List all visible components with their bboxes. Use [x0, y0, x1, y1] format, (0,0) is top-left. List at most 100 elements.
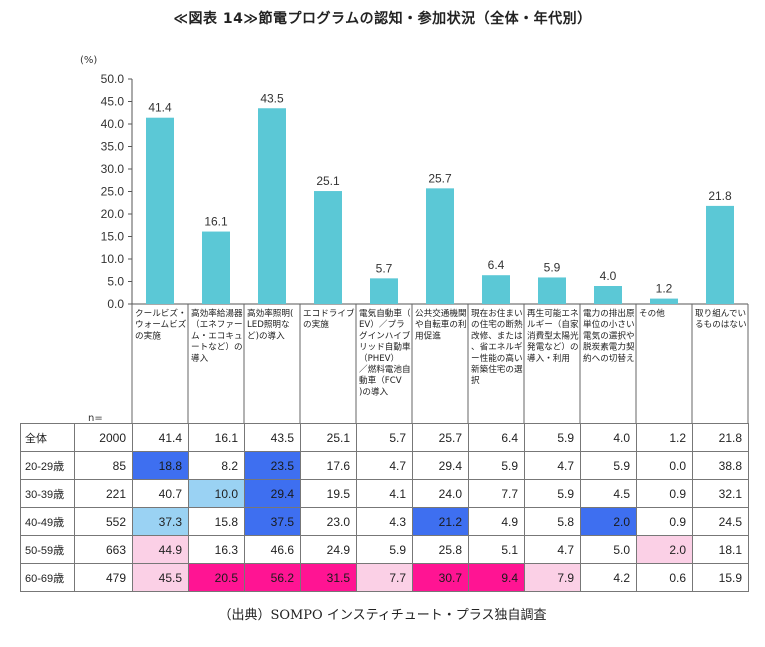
- y-tick-label: 15.0: [101, 230, 125, 244]
- table-cell: 38.8: [692, 451, 749, 480]
- bar: [594, 286, 622, 304]
- y-tick-label: 10.0: [101, 252, 125, 266]
- table-cell: 5.9: [356, 535, 413, 564]
- y-tick-label: 40.0: [101, 117, 125, 131]
- y-axis-unit: (%): [80, 55, 97, 66]
- y-tick-label: 30.0: [101, 162, 125, 176]
- chart-title: ≪図表 14≫節電プログラムの認知・参加状況（全体・年代別）: [173, 11, 592, 27]
- table-cell: 5.9: [524, 479, 581, 508]
- table-cell: 43.5: [244, 423, 301, 452]
- bar: [146, 117, 174, 304]
- y-tick-label: 25.0: [101, 185, 125, 199]
- table-cell: 5.0: [580, 535, 637, 564]
- table-cell: 21.8: [692, 423, 749, 452]
- table-row: 40-49歳 552 37.3 15.8 37.5 23.0 4.3 21.2 4.9 5.8 2.…: [20, 507, 749, 536]
- y-tick-label: 5.0: [107, 275, 124, 289]
- bar: [202, 231, 230, 304]
- y-tick-label: 0.0: [107, 297, 124, 311]
- table-cell: 15.9: [692, 563, 749, 592]
- bar-value-label: 43.5: [260, 91, 284, 105]
- table-cell: 25.1: [300, 423, 357, 452]
- table-cell: 23.0: [300, 507, 357, 536]
- bar-value-label: 21.8: [708, 189, 732, 203]
- table-cell: 8.2: [188, 451, 245, 480]
- category-label: 電気自動車（ EV）／プラグインハイブリッド自動車（PHEV）／燃料電池自動車（F…: [359, 307, 411, 397]
- category-label: その他: [639, 307, 665, 319]
- table-cell: 5.7: [356, 423, 413, 452]
- table-cell: 4.0: [580, 423, 637, 452]
- table-cell: 5.9: [524, 423, 581, 452]
- bar-value-label: 4.0: [600, 269, 617, 283]
- table-cell: 46.6: [244, 535, 301, 564]
- bar: [258, 108, 286, 304]
- category-label: 再生可能エネルギー（自家消費型太陽光発電など）の導入・利用: [527, 307, 579, 364]
- bar-value-label: 5.9: [544, 260, 561, 274]
- row-n: 479: [74, 563, 133, 592]
- table-cell: 37.5: [244, 507, 301, 536]
- row-label: 20-29歳: [20, 451, 75, 480]
- table-cell: 18.8: [132, 451, 189, 480]
- table-cell: 25.8: [412, 535, 469, 564]
- table-cell: 5.9: [580, 451, 637, 480]
- table-cell: 1.2: [636, 423, 693, 452]
- table-cell: 5.9: [468, 451, 525, 480]
- row-n: 552: [74, 507, 133, 536]
- table-cell: 9.4: [468, 563, 525, 592]
- table-row: 60-69歳 479 45.5 20.5 56.2 31.5 7.7 30.7 9.4 7.9 4.…: [20, 563, 749, 592]
- row-n: 663: [74, 535, 133, 564]
- category-label: 現在お住まいの住宅の断熱改修、または、省エネルギー性能の高い新築住宅の選択: [471, 307, 523, 386]
- table-cell: 24.5: [692, 507, 749, 536]
- table-cell: 31.5: [300, 563, 357, 592]
- table-cell: 7.7: [356, 563, 413, 592]
- table-cell: 4.5: [580, 479, 637, 508]
- table-cell: 4.7: [356, 451, 413, 480]
- table-cell: 20.5: [188, 563, 245, 592]
- source-note: （出典）SOMPO インスティチュート・プラス独自調査: [218, 608, 547, 623]
- category-label: 電力の排出原単位の小さい電気の選択や脱炭素電力契約への切替え: [583, 307, 635, 364]
- table-cell: 4.3: [356, 507, 413, 536]
- table-cell: 29.4: [412, 451, 469, 480]
- y-tick-label: 50.0: [101, 72, 125, 86]
- bar-chart: (%) 0.0 5.0 10.0 15.0 20.0 25.0 30.0 35.0 40.0 45.…: [80, 55, 749, 423]
- bar-value-label: 5.7: [376, 261, 393, 275]
- table-cell: 4.2: [580, 563, 637, 592]
- table-cell: 7.7: [468, 479, 525, 508]
- row-label: 30-39歳: [20, 479, 75, 508]
- table-cell: 24.9: [300, 535, 357, 564]
- table-cell: 4.7: [524, 535, 581, 564]
- table-cell: 30.7: [412, 563, 469, 592]
- bar-value-label: 6.4: [488, 258, 505, 272]
- table-cell: 17.6: [300, 451, 357, 480]
- bar-value-label: 25.1: [316, 174, 340, 188]
- y-tick-label: 45.0: [101, 95, 125, 109]
- table-cell: 2.0: [580, 507, 637, 536]
- table-row: 20-29歳 85 18.8 8.2 23.5 17.6 4.7 29.4 5.9 4.7 5.9 0…: [20, 451, 749, 480]
- table-cell: 18.1: [692, 535, 749, 564]
- table-cell: 4.1: [356, 479, 413, 508]
- table-cell: 16.3: [188, 535, 245, 564]
- bar: [314, 191, 342, 304]
- row-n: 221: [74, 479, 133, 508]
- table-cell: 0.6: [636, 563, 693, 592]
- bar-value-label: 1.2: [656, 282, 673, 296]
- table-cell: 23.5: [244, 451, 301, 480]
- table-cell: 7.9: [524, 563, 581, 592]
- data-table: 全体 2000 41.4 16.1 43.5 25.1 5.7 25.7 6.4 5.9 4.0 1.…: [20, 423, 749, 592]
- row-label: 全体: [20, 423, 75, 452]
- row-label: 60-69歳: [20, 563, 75, 592]
- table-cell: 37.3: [132, 507, 189, 536]
- table-cell: 19.5: [300, 479, 357, 508]
- y-tick-label: 20.0: [101, 207, 125, 221]
- table-row: 全体 2000 41.4 16.1 43.5 25.1 5.7 25.7 6.4 5.9 4.0 1.…: [20, 423, 749, 452]
- row-label: 40-49歳: [20, 507, 75, 536]
- table-cell: 32.1: [692, 479, 749, 508]
- table-cell: 4.7: [524, 451, 581, 480]
- table-row: 30-39歳 221 40.7 10.0 29.4 19.5 4.1 24.0 7.7 5.9 4.…: [20, 479, 749, 508]
- bar: [650, 298, 678, 304]
- bar: [426, 188, 454, 304]
- table-cell: 10.0: [188, 479, 245, 508]
- category-label: エコドライブの実施: [303, 307, 355, 330]
- category-label: 公共交通機関や自転車の利用促進: [415, 307, 467, 341]
- table-cell: 56.2: [244, 563, 301, 592]
- table-cell: 24.0: [412, 479, 469, 508]
